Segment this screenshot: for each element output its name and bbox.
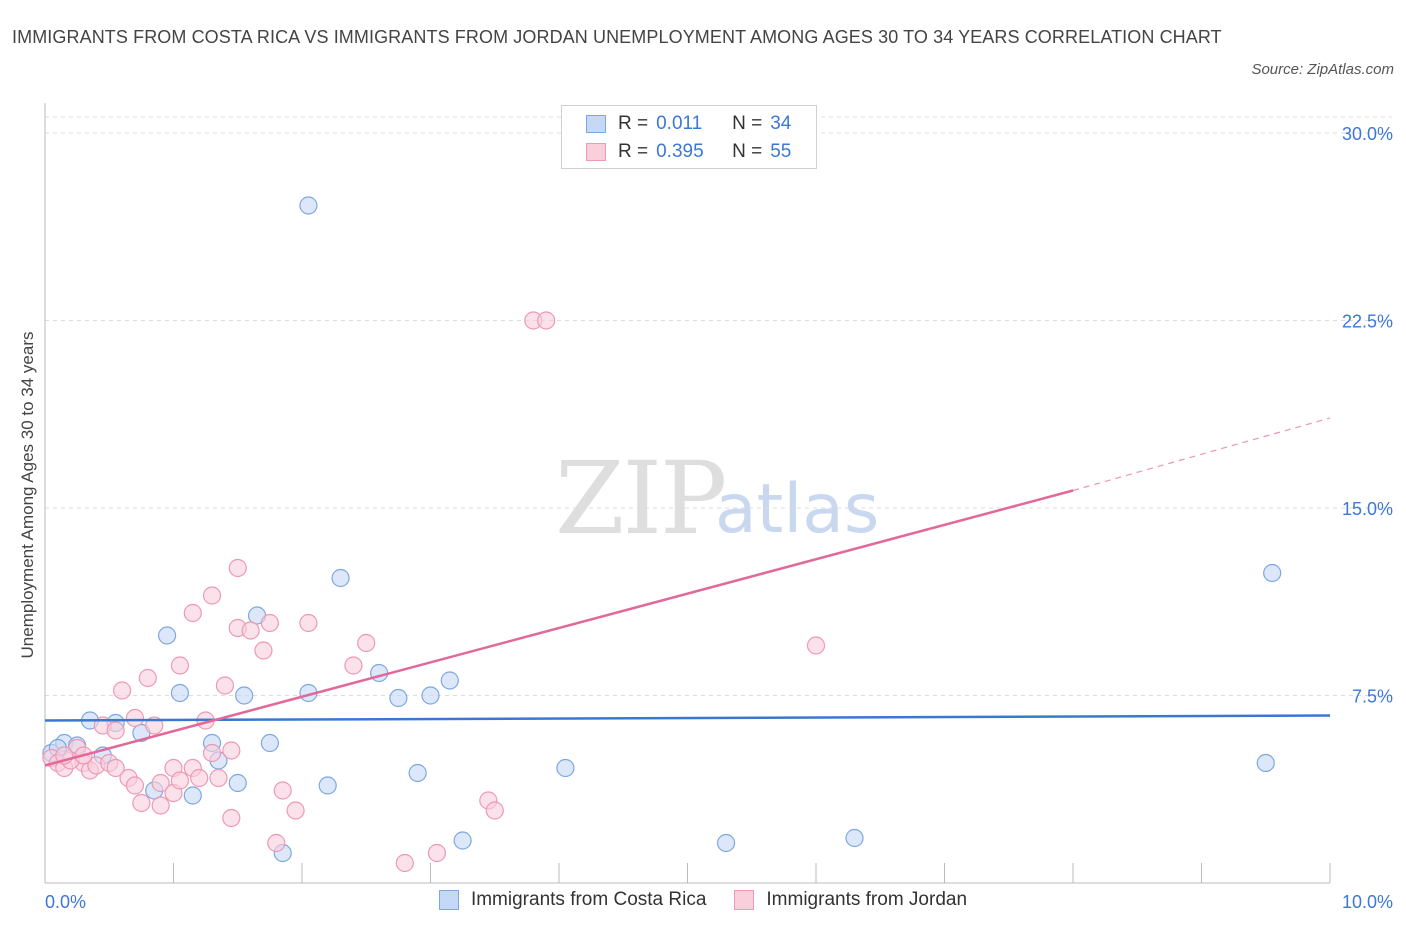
costa-rica-point [170, 683, 190, 703]
jordan-point [222, 808, 241, 828]
source-label: Source: ZipAtlas.com [1251, 61, 1394, 78]
correlation-legend: R = 0.011 N = 34 R = 0.395 N = 55 [561, 105, 817, 169]
legend-n-value: 34 [770, 113, 792, 134]
legend-n-value: 55 [770, 141, 792, 162]
costa-rica-point [556, 758, 575, 778]
jordan-point [267, 833, 286, 853]
jordan-point [260, 613, 279, 633]
jordan-point [170, 656, 190, 675]
jordan-trend-extension [1072, 417, 1331, 492]
legend-row-jordan: R = 0.395 N = 55 [586, 139, 791, 165]
jordan-point [151, 796, 170, 815]
watermark-atlas: atlas [715, 470, 880, 549]
jordan-point [125, 708, 145, 728]
jordan-point [485, 801, 504, 820]
jordan-point [151, 773, 170, 793]
costa-rica-point [716, 833, 736, 853]
y-tick-label: 30.0% [1342, 124, 1393, 144]
legend-swatch-pink [734, 890, 755, 910]
legend-swatch-blue [586, 115, 606, 133]
jordan-point [427, 843, 447, 863]
legend-n-label: N = [732, 141, 763, 162]
legend-row-costa-rica: R = 0.011 N = 34 [586, 111, 791, 137]
costa-rica-point [408, 763, 427, 783]
costa-rica-point [845, 828, 864, 848]
jordan-point [125, 776, 145, 795]
costa-rica-point [183, 786, 202, 805]
jordan-point [395, 853, 414, 873]
jordan-point [190, 768, 209, 788]
jordan-point [537, 311, 556, 330]
chart-title: IMMIGRANTS FROM COSTA RICA VS IMMIGRANTS… [12, 27, 1222, 47]
legend-r-value: 0.011 [656, 113, 703, 134]
legend-item-costa-rica[interactable]: Immigrants from Costa Rica [438, 889, 707, 911]
x-tick-label-min: 0.0% [45, 892, 86, 912]
jordan-point [202, 743, 222, 763]
jordan-point [228, 558, 247, 578]
jordan-point [286, 801, 305, 820]
costa-rica-trend-line [44, 714, 1331, 722]
costa-rica-point [1256, 753, 1275, 773]
jordan-point [357, 633, 376, 653]
x-tick-label-max: 10.0% [1342, 892, 1393, 912]
legend-n-label: N = [732, 113, 763, 134]
y-tick-label: 22.5% [1342, 312, 1393, 332]
jordan-point [112, 681, 132, 700]
jordan-point [132, 793, 151, 813]
jordan-point [170, 771, 190, 790]
jordan-trend-line [44, 489, 1074, 767]
jordan-point [222, 741, 241, 760]
jordan-point [344, 656, 363, 675]
jordan-point [106, 721, 125, 740]
legend-item-jordan[interactable]: Immigrants from Jordan [734, 889, 967, 911]
jordan-point [209, 768, 228, 788]
legend-label-costa-rica: Immigrants from Costa Rica [470, 889, 707, 910]
legend-r-label: R = [618, 113, 649, 134]
costa-rica-point [453, 831, 472, 850]
jordan-point [806, 636, 826, 655]
y-tick-label: 7.5% [1352, 687, 1393, 707]
y-tick-label: 15.0% [1342, 499, 1393, 519]
costa-rica-point [389, 688, 408, 708]
costa-rica-point [157, 626, 177, 645]
costa-rica-point [260, 733, 279, 753]
costa-rica-point [228, 773, 247, 793]
costa-rica-point [421, 686, 440, 705]
legend-r-label: R = [618, 141, 649, 162]
legend-label-jordan: Immigrants from Jordan [766, 889, 968, 910]
costa-rica-point [235, 686, 254, 705]
jordan-point [183, 603, 202, 623]
legend-swatch-pink [586, 143, 606, 161]
costa-rica-point [318, 776, 337, 795]
jordan-point [241, 621, 260, 640]
jordan-point [202, 586, 222, 605]
costa-rica-point [331, 568, 350, 588]
costa-rica-point [299, 196, 318, 215]
watermark-zip: ZIP [555, 440, 727, 557]
jordan-point [106, 758, 125, 778]
costa-rica-point [440, 671, 459, 690]
legend-swatch-blue [438, 890, 459, 910]
costa-rica-point [1263, 563, 1282, 583]
jordan-point [273, 781, 292, 800]
series-legend: Immigrants from Costa Rica Immigrants fr… [0, 889, 1406, 911]
jordan-point [215, 676, 234, 695]
jordan-point [299, 613, 318, 633]
legend-r-value: 0.395 [656, 141, 704, 162]
jordan-point [138, 668, 157, 688]
jordan-point [254, 641, 273, 660]
